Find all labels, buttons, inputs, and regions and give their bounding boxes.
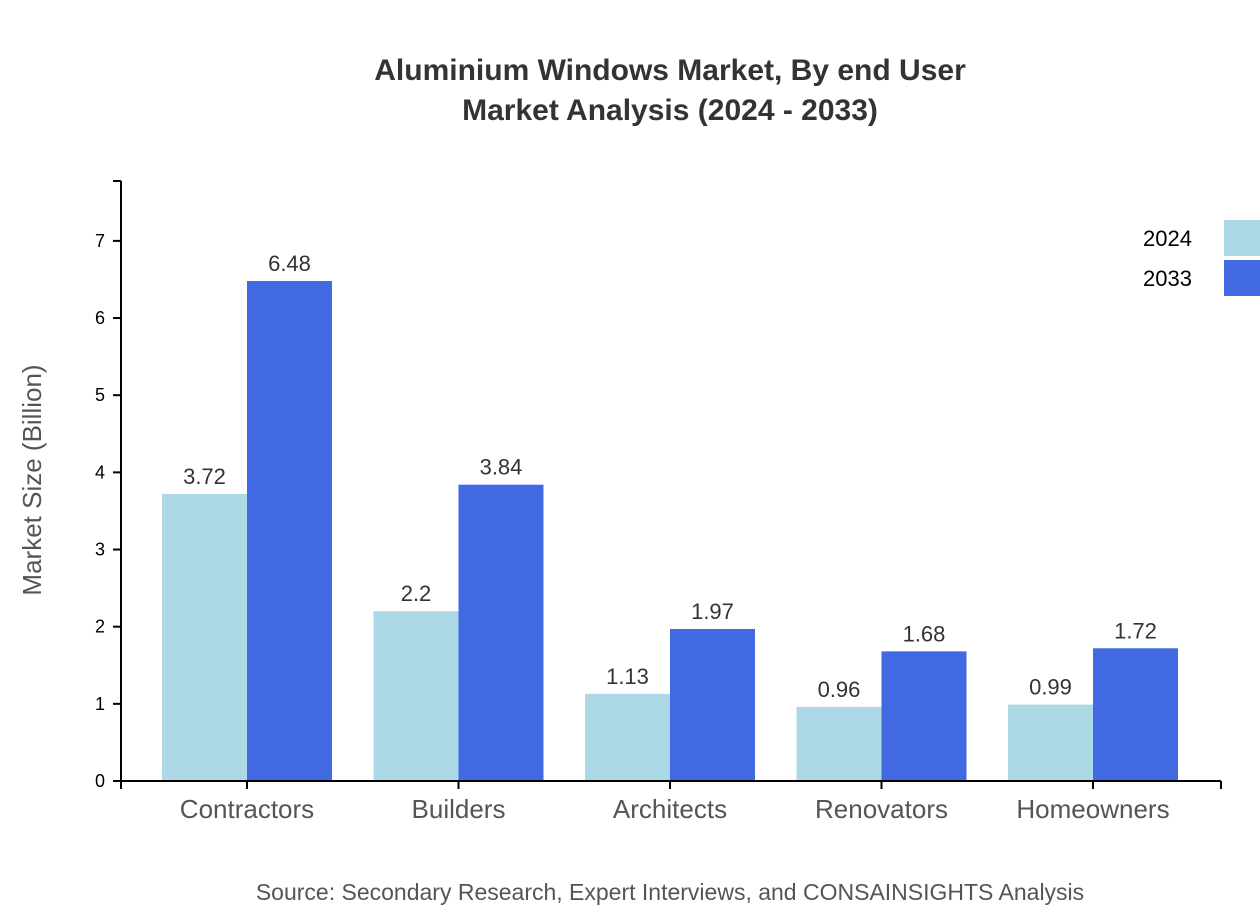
bar-2033-renovators bbox=[881, 651, 967, 781]
bars-group: 3.72 6.48 2.2 3.84 1.13 1.97 0.96 1.68 0.99 1.72 bbox=[162, 251, 1178, 781]
data-label: 2.2 bbox=[401, 581, 432, 606]
data-label: 0.99 bbox=[1029, 675, 1072, 700]
y-tick-label: 3 bbox=[95, 540, 105, 560]
y-tick-label: 2 bbox=[95, 617, 105, 637]
bar-2024-contractors bbox=[162, 493, 247, 781]
legend-swatch-2033 bbox=[1224, 260, 1260, 296]
bar-2024-renovators bbox=[796, 706, 882, 781]
bar-2024-architects bbox=[585, 693, 670, 781]
bar-2033-architects bbox=[670, 628, 755, 781]
bar-2024-builders bbox=[373, 611, 459, 781]
legend-swatch-2024 bbox=[1224, 220, 1260, 256]
y-tick-label: 1 bbox=[95, 694, 105, 714]
data-label: 1.13 bbox=[606, 664, 649, 689]
x-tick-label: Homeowners bbox=[1016, 794, 1169, 824]
legend-label: 2024 bbox=[1143, 226, 1192, 251]
bar-2024-homeowners bbox=[1008, 704, 1093, 781]
x-tick-label: Renovators bbox=[815, 794, 948, 824]
legend-label: 2033 bbox=[1143, 266, 1192, 291]
data-label: 0.96 bbox=[818, 677, 861, 702]
bar-2033-contractors bbox=[247, 281, 332, 781]
y-tick-label: 4 bbox=[95, 462, 105, 482]
legend: 2024 2033 bbox=[1143, 220, 1260, 296]
x-tick-label: Contractors bbox=[180, 794, 314, 824]
y-tick-label: 6 bbox=[95, 308, 105, 328]
data-label: 6.48 bbox=[268, 251, 311, 276]
data-label: 3.72 bbox=[183, 464, 226, 489]
chart-title: Aluminium Windows Market, By end User bbox=[374, 54, 966, 87]
y-axis-label: Market Size (Billion) bbox=[17, 364, 47, 595]
y-tick-label: 0 bbox=[95, 771, 105, 791]
data-label: 1.68 bbox=[903, 621, 946, 646]
data-label: 3.84 bbox=[480, 455, 523, 480]
data-label: 1.72 bbox=[1114, 618, 1157, 643]
data-label: 1.97 bbox=[691, 599, 734, 624]
axes-group: Contractors Builders Architects Renovators H… bbox=[95, 180, 1222, 824]
x-tick-label: Architects bbox=[613, 794, 727, 824]
bar-2033-builders bbox=[458, 484, 544, 781]
x-tick-label: Builders bbox=[412, 794, 506, 824]
chart-subtitle: Market Analysis (2024 - 2033) bbox=[462, 94, 878, 127]
y-tick-label: 5 bbox=[95, 385, 105, 405]
bar-2033-homeowners bbox=[1093, 648, 1178, 781]
source-note: Source: Secondary Research, Expert Inter… bbox=[256, 879, 1084, 905]
y-tick-label: 7 bbox=[95, 231, 105, 251]
